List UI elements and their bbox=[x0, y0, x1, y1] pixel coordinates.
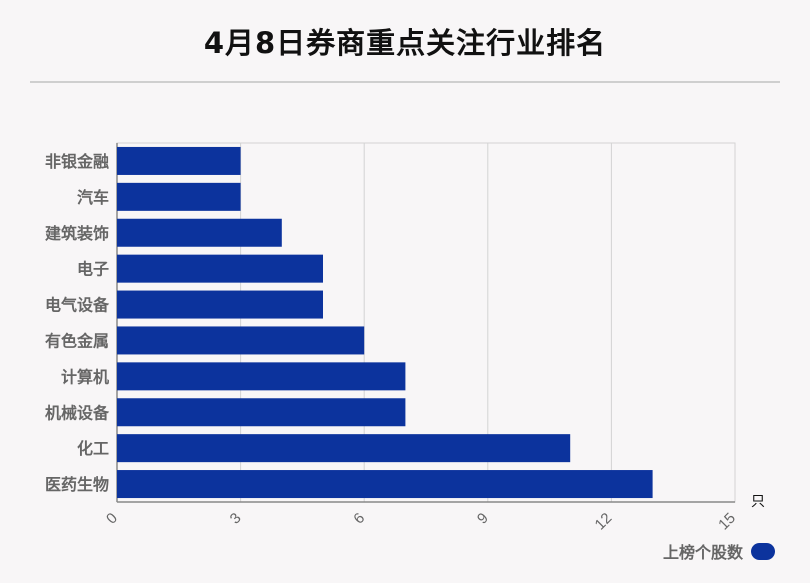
bar bbox=[117, 362, 406, 391]
bar bbox=[117, 326, 365, 355]
y-category-label: 建筑装饰 bbox=[45, 224, 109, 243]
x-tick-label: 9 bbox=[474, 510, 492, 528]
bar bbox=[117, 290, 323, 319]
legend[interactable]: 上榜个股数 bbox=[650, 538, 775, 564]
x-tick-label: 12 bbox=[592, 510, 616, 534]
x-axis-unit: 只 bbox=[751, 494, 765, 510]
x-tick-label: 15 bbox=[715, 510, 739, 534]
bar bbox=[117, 398, 406, 427]
chart-title: 4月8日券商重点关注行业排名 bbox=[203, 26, 607, 60]
legend-swatch bbox=[751, 542, 775, 560]
bar bbox=[117, 182, 241, 211]
bar bbox=[117, 470, 653, 499]
y-category-label: 汽车 bbox=[77, 188, 109, 207]
y-category-label: 电子 bbox=[77, 260, 109, 279]
x-tick-label: 6 bbox=[350, 510, 368, 528]
y-category-label: 化工 bbox=[77, 439, 109, 458]
x-tick-label: 0 bbox=[103, 510, 121, 528]
y-category-label: 有色金属 bbox=[45, 331, 109, 350]
bar bbox=[117, 218, 282, 247]
x-tick-label: 3 bbox=[227, 510, 245, 528]
title-divider bbox=[30, 81, 780, 83]
legend-label: 上榜个股数 bbox=[662, 543, 743, 562]
y-category-label: 医药生物 bbox=[45, 475, 109, 494]
bar bbox=[117, 434, 571, 463]
bar bbox=[117, 254, 323, 283]
y-category-label: 非银金融 bbox=[45, 152, 109, 171]
y-category-label: 计算机 bbox=[61, 367, 109, 386]
y-category-label: 电气设备 bbox=[45, 296, 110, 315]
y-category-label: 机械设备 bbox=[45, 403, 110, 422]
bar bbox=[117, 146, 241, 175]
